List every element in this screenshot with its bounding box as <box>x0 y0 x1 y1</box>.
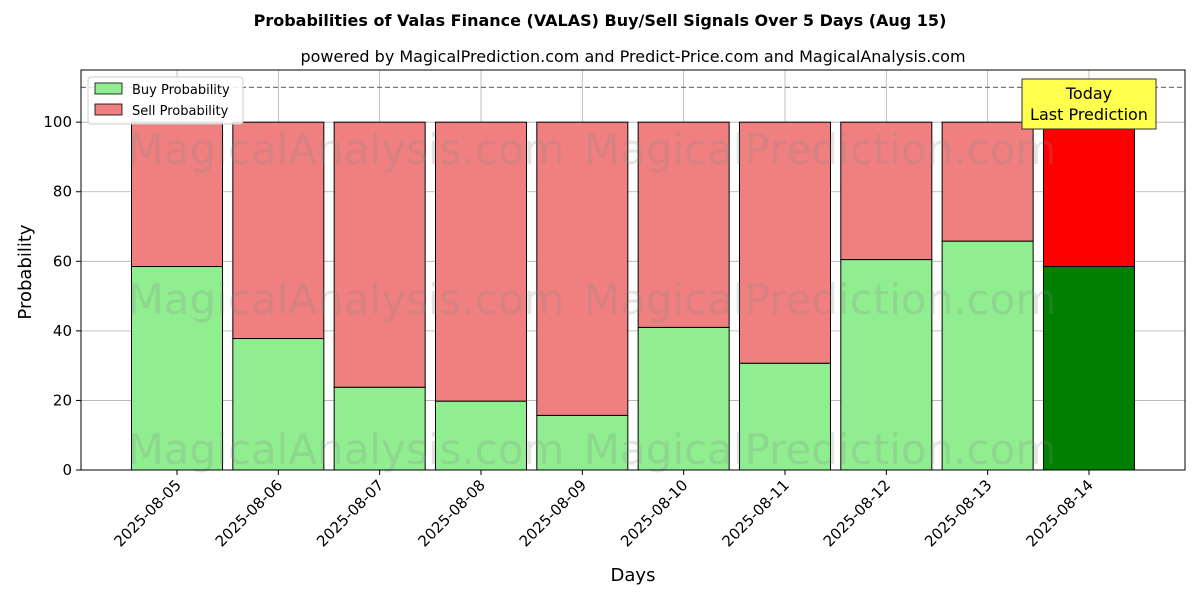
bar-buy <box>131 266 223 471</box>
watermark-text: MagicalAnalysis.com <box>128 275 565 324</box>
legend-box <box>87 76 244 125</box>
today-annotation: Today Last Prediction <box>1021 78 1157 130</box>
x-tick-label: 2025-08-06 <box>212 476 286 550</box>
x-tick-label: 2025-08-09 <box>516 476 590 550</box>
x-tick-label: 2025-08-05 <box>110 476 184 550</box>
x-tick-label: 2025-08-12 <box>820 476 894 550</box>
y-tick-label: 60 <box>53 252 72 270</box>
bar-sell <box>941 121 1034 242</box>
bar-sell <box>840 121 933 261</box>
bar-buy <box>536 414 629 471</box>
y-tick-label: 80 <box>53 183 72 201</box>
bars <box>131 121 1135 471</box>
x-tick-label: 2025-08-14 <box>1022 476 1096 550</box>
annotation-line-1: Today <box>1065 84 1112 103</box>
watermark-text: MagicalPrediction.com <box>584 425 1057 474</box>
x-tick-label: 2025-08-07 <box>313 476 387 550</box>
bar-buy <box>1042 266 1135 471</box>
x-tick-label: 2025-08-11 <box>718 476 792 550</box>
bar-sell <box>1042 121 1135 268</box>
y-tick-label: 20 <box>53 391 72 409</box>
bar-buy <box>637 326 730 471</box>
y-tick-label: 0 <box>62 461 72 479</box>
y-axis-ticks: 0 20 40 60 80 100 <box>43 113 81 479</box>
watermarks: MagicalAnalysis.com MagicalPrediction.com… <box>128 125 1057 474</box>
bar-sell <box>738 121 831 364</box>
bar-sell <box>333 121 426 388</box>
legend-label-sell: Sell Probability <box>132 104 229 119</box>
bar-sell <box>131 121 223 268</box>
y-tick-label: 40 <box>53 322 72 340</box>
bar-sell <box>434 121 527 402</box>
x-tick-label: 2025-08-10 <box>617 476 691 550</box>
watermark-text: MagicalPrediction.com <box>584 275 1057 324</box>
x-tick-label: 2025-08-13 <box>921 476 995 550</box>
watermark-text: MagicalPrediction.com <box>584 125 1057 174</box>
watermark-text: MagicalAnalysis.com <box>128 125 565 174</box>
x-axis-ticks: 2025-08-05 2025-08-06 2025-08-07 2025-08-08… <box>110 470 1097 550</box>
bar-buy <box>333 386 426 471</box>
legend-label-buy: Buy Probability <box>132 83 230 98</box>
bar-buy <box>738 362 831 471</box>
bar-buy <box>941 240 1034 471</box>
legend-swatch-buy <box>94 82 123 95</box>
plot-frame <box>80 69 1186 471</box>
x-axis-label: Days <box>611 565 656 586</box>
y-axis-label: Probability <box>15 224 36 319</box>
annotation-box <box>1021 78 1157 130</box>
bar-sell <box>637 121 730 328</box>
chart-subtitle: powered by MagicalPrediction.com and Pre… <box>300 47 965 66</box>
chart-title: Probabilities of Valas Finance (VALAS) B… <box>254 11 947 30</box>
annotation-line-2: Last Prediction <box>1030 105 1148 124</box>
bar-sell <box>536 121 629 416</box>
y-tick-label: 100 <box>43 113 72 131</box>
bar-sell <box>232 121 325 340</box>
legend-swatch-sell <box>94 103 123 116</box>
legend: Buy Probability Sell Probability <box>87 76 244 125</box>
bar-buy <box>840 259 933 471</box>
watermark-text: MagicalAnalysis.com <box>128 425 565 474</box>
x-tick-label: 2025-08-08 <box>414 476 488 550</box>
